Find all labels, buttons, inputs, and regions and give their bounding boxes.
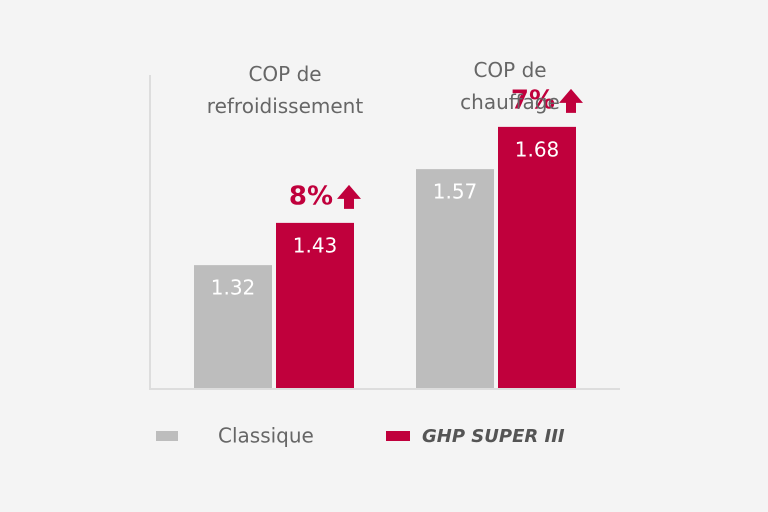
annotation: 8% xyxy=(289,181,333,211)
bar xyxy=(194,265,272,388)
legend-label: GHP SUPER III xyxy=(422,426,565,447)
value-label: 1.57 xyxy=(433,180,478,204)
legend-swatch xyxy=(386,431,410,441)
category-label: COP de refroidissement xyxy=(206,62,364,118)
legend-swatch xyxy=(156,431,178,441)
bar xyxy=(416,169,494,388)
arrow-icon xyxy=(337,184,361,209)
annotation: 7% xyxy=(511,85,555,115)
value-label: 1.68 xyxy=(515,137,560,161)
bar xyxy=(498,126,576,388)
arrow-icon xyxy=(559,88,583,113)
legend-label: Classique xyxy=(218,424,314,448)
bar xyxy=(276,222,354,388)
value-label: 1.43 xyxy=(293,233,338,257)
category-label: COP de chauffage xyxy=(460,58,560,114)
value-label: 1.32 xyxy=(211,276,256,300)
